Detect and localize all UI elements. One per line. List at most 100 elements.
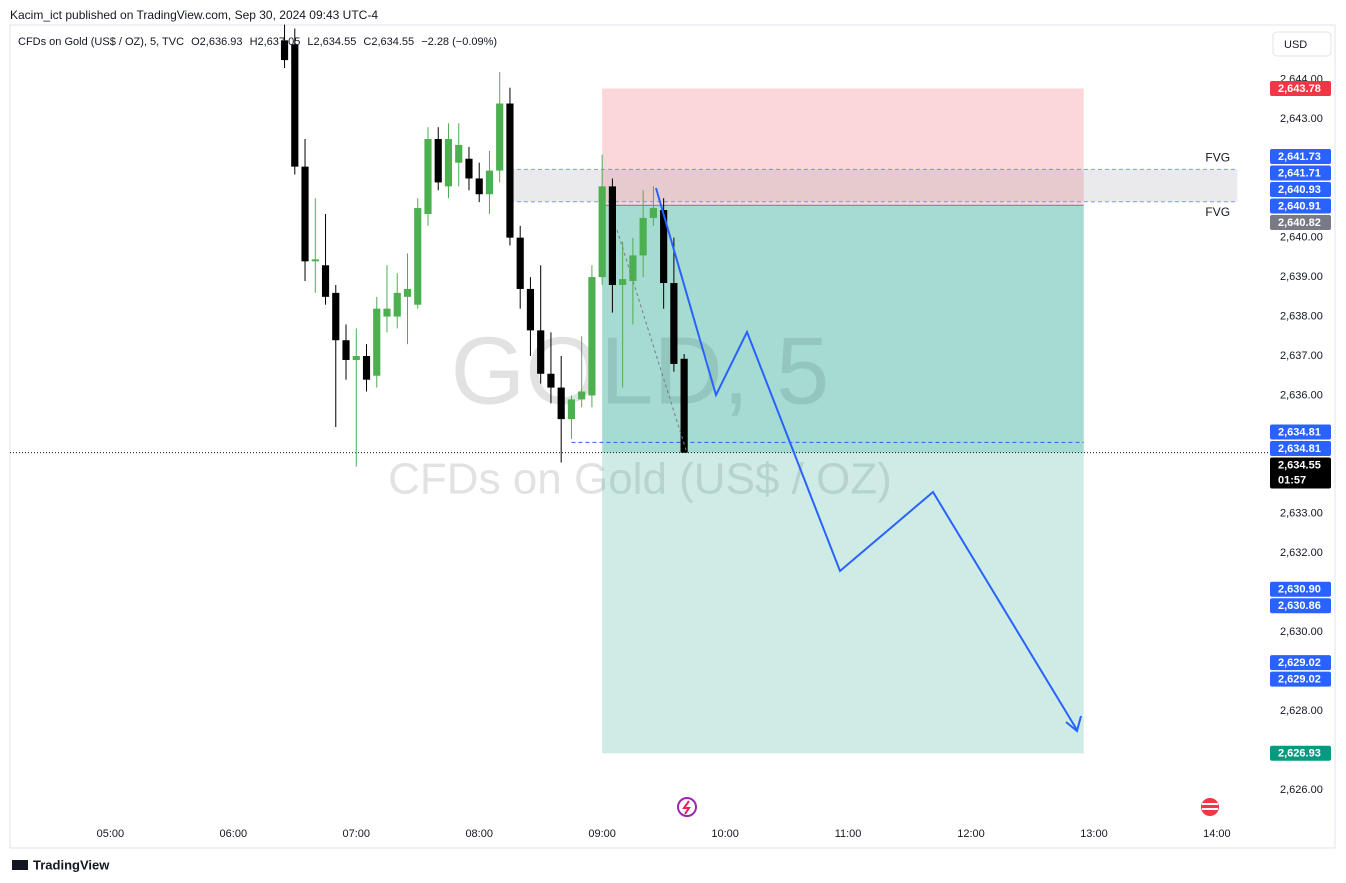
candle-body [455, 144, 463, 163]
x-tick-label: 10:00 [711, 828, 739, 840]
x-tick-label: 07:00 [342, 828, 370, 840]
y-tick-label: 2,630.00 [1280, 626, 1323, 638]
price-badge [1270, 182, 1331, 198]
candle-body [649, 208, 657, 218]
y-tick-label: 2,626.00 [1280, 784, 1323, 796]
projection [655, 187, 1078, 731]
legend-change: −2.28 (−0.09%) [421, 36, 497, 48]
x-tick-label: 12:00 [957, 828, 985, 840]
candle-body [578, 391, 586, 400]
legend-close: C2,634.55 [363, 36, 414, 48]
price-badge [1270, 457, 1331, 489]
price-badge-label: 2,640.93 [1278, 184, 1321, 196]
price-badge [1270, 149, 1331, 165]
stop-zone [602, 88, 1084, 206]
candle-body [393, 292, 401, 317]
candle-body [321, 265, 330, 297]
price-badge-label: 2,640.82 [1278, 217, 1321, 229]
candle-body [608, 186, 616, 285]
price-badge [1270, 655, 1331, 671]
y-tick-label: 2,638.00 [1280, 310, 1323, 322]
price-badge [1270, 671, 1331, 687]
candle-body [629, 255, 637, 282]
candle-body [670, 283, 678, 364]
flag-icon[interactable] [1201, 798, 1219, 816]
price-badge-label: 2,641.73 [1278, 151, 1321, 163]
price-badge-label: 2,640.91 [1278, 200, 1321, 212]
price-badge [1270, 81, 1331, 97]
candle-body [567, 399, 576, 420]
candle-body [301, 166, 309, 262]
legend-low: L2,634.55 [307, 36, 356, 48]
price-badge-label: 2,634.55 [1278, 459, 1321, 471]
target-zone [602, 205, 1084, 754]
price-badge [1270, 745, 1331, 761]
legend-title: CFDs on Gold (US$ / OZ), 5, TVC [18, 36, 184, 48]
price-badge [1270, 198, 1331, 214]
candle-body [352, 356, 360, 360]
y-tick-label: 2,632.00 [1280, 547, 1323, 559]
candle-body [332, 292, 340, 341]
flag-stripe [1202, 803, 1218, 805]
price-badge [1270, 598, 1331, 614]
price-badge-label: 2,629.02 [1278, 657, 1321, 669]
x-tick-label: 09:00 [588, 828, 616, 840]
price-badge-label: 2,629.02 [1278, 674, 1321, 686]
currency-button[interactable] [1272, 31, 1332, 57]
currency: USD [1284, 39, 1307, 51]
candle-body [526, 288, 535, 331]
candle-body [280, 40, 289, 61]
price-badge-label: 2,630.90 [1278, 584, 1321, 596]
brand-logo [12, 860, 28, 870]
publisher: Kacim_ict published on TradingView.com, … [10, 8, 378, 22]
fvg-box [509, 169, 1238, 202]
candle-body [465, 158, 473, 179]
y-tick-label: 2,628.00 [1280, 705, 1323, 717]
x-tick-label: 14:00 [1203, 828, 1231, 840]
legend-open: O2,636.93 [191, 36, 242, 48]
price-badge-label: 2,641.71 [1278, 167, 1321, 179]
price-badge [1270, 165, 1331, 181]
y-tick-label: 2,640.00 [1280, 232, 1323, 244]
y-tick-label: 2,643.00 [1280, 113, 1323, 125]
candle-body [414, 208, 422, 305]
price-badge [1270, 581, 1331, 597]
price-badge [1270, 424, 1331, 440]
candle-body [342, 340, 350, 360]
candle-body [680, 358, 688, 453]
candle-body [506, 103, 514, 238]
candle-body [311, 259, 319, 262]
watermark-name: CFDs on Gold (US$ / OZ) [388, 455, 892, 504]
candle-body [619, 279, 627, 285]
candle-body [516, 237, 524, 289]
candle-body [547, 373, 555, 388]
candle-body [496, 103, 504, 171]
price-badge-label: 2,634.81 [1278, 426, 1321, 438]
candle-body [639, 217, 647, 256]
fvg-label: FVG [1205, 205, 1230, 219]
candle-body [424, 139, 432, 214]
candle-body [660, 210, 668, 284]
y-tick-label: 2,633.00 [1280, 508, 1323, 520]
candle-body [557, 387, 565, 420]
event-icon[interactable] [677, 797, 697, 817]
price-badge-countdown: 01:57 [1278, 474, 1306, 486]
price-badge-label: 2,643.78 [1278, 83, 1321, 95]
candle-body [373, 308, 381, 376]
x-tick-label: 13:00 [1080, 828, 1108, 840]
price-badge-label: 2,626.93 [1278, 748, 1321, 760]
candle-body [537, 330, 545, 374]
candle-body [598, 186, 606, 278]
legend-high: H2,637.05 [250, 36, 301, 48]
candle-body [485, 170, 494, 195]
watermark: GOLD, 5 CFDs on Gold (US$ / OZ) [388, 317, 892, 503]
candle-body [475, 178, 483, 195]
candle-body [383, 308, 391, 317]
plot: FVG FVG [10, 24, 1272, 754]
event-bolt [682, 800, 691, 815]
y-tick-label: 2,637.00 [1280, 350, 1323, 362]
candle-body [362, 356, 371, 380]
legend: CFDs on Gold (US$ / OZ), 5, TVC O2,636.9… [18, 36, 497, 48]
